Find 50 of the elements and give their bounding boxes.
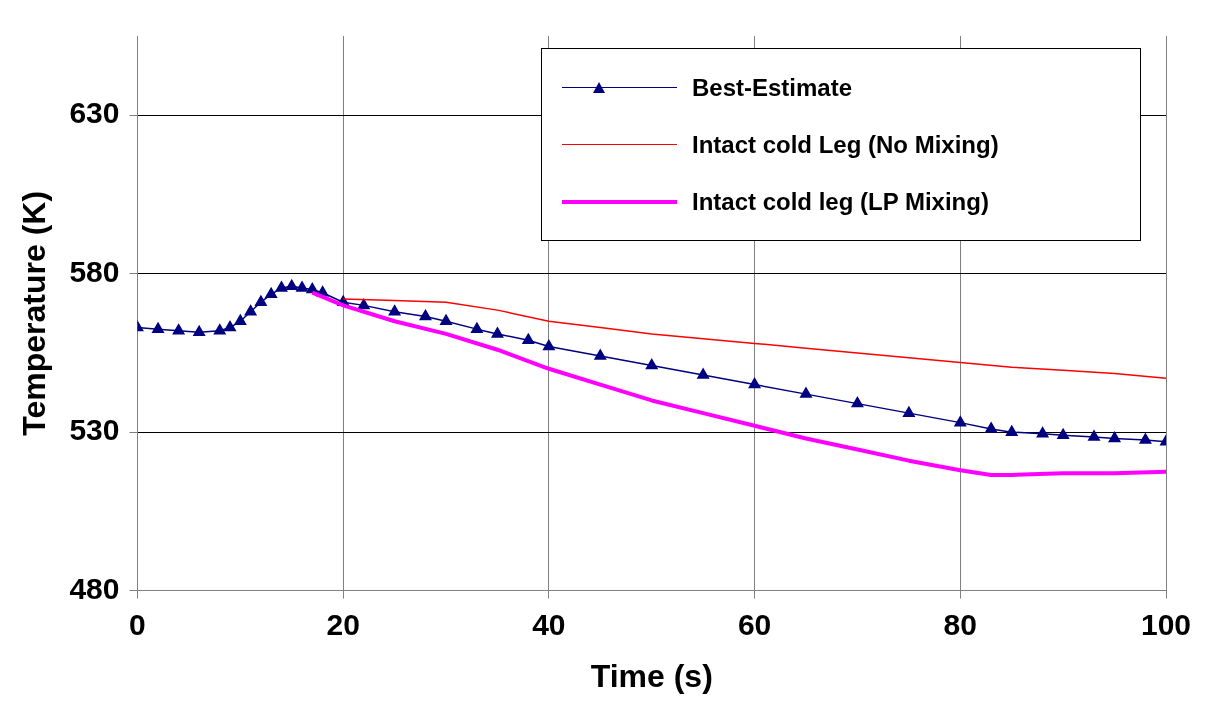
point [1088,430,1100,441]
x-tick-label: 100 [1140,607,1192,641]
point [285,279,298,291]
x-axis-title: Time (s) [590,657,713,694]
legend-label: Intact cold leg (LP Mixing) [692,187,989,216]
y-tick-label: 630 [69,96,120,130]
point [388,304,401,316]
x-tick-label: 0 [129,607,146,641]
legend-label: Best-Estimate [692,73,853,102]
point [275,281,288,292]
point [193,325,206,337]
point [357,298,370,310]
point [954,415,967,427]
y-axis-title: Temperature (K) [16,190,53,436]
x-tick-label: 40 [532,607,566,641]
point [470,322,483,333]
point [902,406,915,417]
point [522,333,535,344]
point [491,327,504,338]
point [594,349,607,360]
point [440,314,452,325]
point [234,314,247,325]
point [800,387,812,398]
point [542,339,555,351]
point [985,422,998,433]
point [224,320,236,332]
point [265,287,278,299]
point [152,322,164,333]
point [1108,431,1121,443]
point [213,323,226,335]
point [697,368,710,379]
point [244,304,257,316]
legend-label: Intact cold Leg (No Mixing) [692,130,999,159]
point [419,309,432,321]
point [851,396,864,408]
point [1057,428,1070,440]
point [1036,426,1049,438]
x-tick-label: 80 [943,607,977,641]
y-tick-label: 530 [69,413,120,447]
point [1139,433,1152,444]
point [748,377,761,389]
point [645,358,658,370]
y-tick-label: 480 [69,571,120,605]
point [1005,425,1018,436]
x-tick-label: 20 [326,607,360,641]
y-tick-label: 580 [69,254,120,288]
point [296,281,308,292]
point [172,323,185,335]
x-tick-label: 60 [737,607,772,641]
point [254,295,267,306]
